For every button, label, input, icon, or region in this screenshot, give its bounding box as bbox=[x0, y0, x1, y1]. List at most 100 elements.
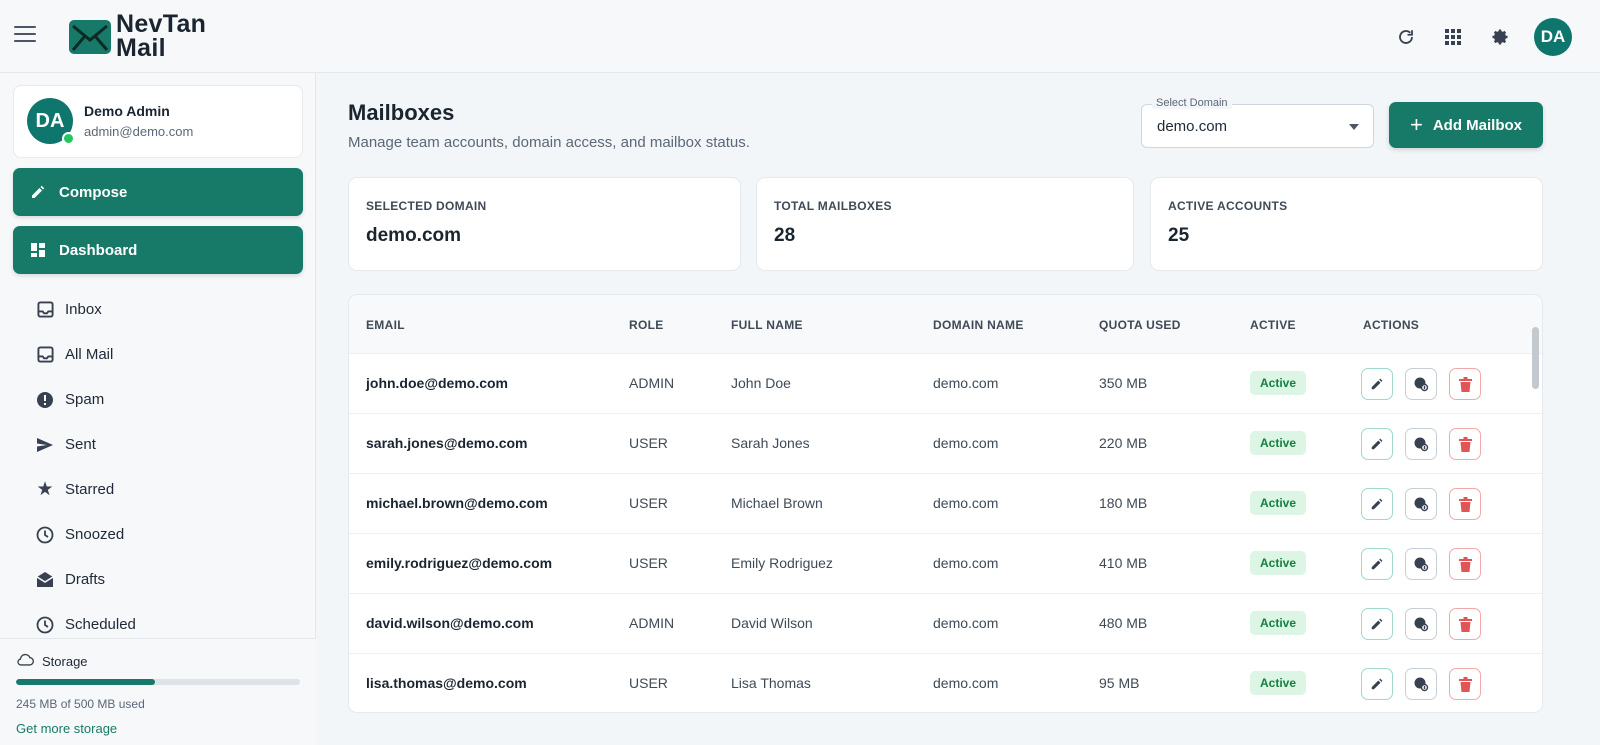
sidebar-item-scheduled[interactable]: Scheduled bbox=[0, 602, 316, 647]
column-header-actions: ACTIONS bbox=[1363, 318, 1420, 332]
storage-progress-fill bbox=[16, 679, 156, 685]
cell-role: USER bbox=[629, 555, 668, 571]
column-header-full-name[interactable]: FULL NAME bbox=[731, 318, 803, 332]
user-email: admin@demo.com bbox=[84, 124, 194, 139]
delete-button[interactable] bbox=[1449, 428, 1481, 460]
spam-icon bbox=[36, 391, 54, 409]
cell-email: sarah.jones@demo.com bbox=[366, 435, 528, 451]
key-reset-icon bbox=[1414, 377, 1429, 392]
reset-password-button[interactable] bbox=[1405, 368, 1437, 400]
cell-email: david.wilson@demo.com bbox=[366, 615, 534, 631]
pencil-icon bbox=[29, 183, 47, 201]
cell-email: michael.brown@demo.com bbox=[366, 495, 548, 511]
add-mailbox-button[interactable]: + Add Mailbox bbox=[1389, 102, 1543, 148]
dashboard-button[interactable]: Dashboard bbox=[13, 226, 303, 274]
storage-label: Storage bbox=[42, 653, 88, 669]
status-badge: Active bbox=[1250, 671, 1306, 695]
reset-password-button[interactable] bbox=[1405, 488, 1437, 520]
delete-button[interactable] bbox=[1449, 608, 1481, 640]
logo-line-2: Mail bbox=[116, 34, 166, 62]
trash-icon bbox=[1458, 676, 1472, 692]
delete-button[interactable] bbox=[1449, 368, 1481, 400]
status-badge: Active bbox=[1250, 611, 1306, 635]
sidebar-item-label: Snoozed bbox=[65, 526, 125, 543]
edit-button[interactable] bbox=[1361, 428, 1393, 460]
caret-down-icon bbox=[1349, 124, 1359, 130]
compose-button[interactable]: Compose bbox=[13, 168, 303, 216]
sidebar-item-sent[interactable]: Sent bbox=[0, 422, 316, 467]
get-more-storage-link[interactable]: Get more storage bbox=[16, 721, 118, 736]
trash-icon bbox=[1458, 616, 1472, 632]
schedule-icon bbox=[36, 616, 54, 634]
scrollbar-thumb[interactable] bbox=[1532, 327, 1539, 389]
table-row[interactable]: david.wilson@demo.com ADMIN David Wilson… bbox=[349, 594, 1542, 654]
cell-full-name: Michael Brown bbox=[731, 495, 823, 511]
table-scrollbar[interactable] bbox=[1530, 295, 1540, 712]
refresh-icon[interactable] bbox=[1394, 25, 1418, 49]
menu-icon[interactable] bbox=[14, 26, 36, 44]
storage-panel: Storage 245 MB of 500 MB used Get more s… bbox=[0, 638, 316, 745]
settings-gear-icon[interactable] bbox=[1488, 25, 1512, 49]
table-row[interactable]: michael.brown@demo.com USER Michael Brow… bbox=[349, 474, 1542, 534]
edit-button[interactable] bbox=[1361, 668, 1393, 700]
cell-domain: demo.com bbox=[933, 675, 999, 691]
cell-role: ADMIN bbox=[629, 375, 675, 391]
edit-button[interactable] bbox=[1361, 608, 1393, 640]
sidebar-item-starred[interactable]: ★ Starred bbox=[0, 467, 316, 512]
account-avatar[interactable]: DA bbox=[1534, 18, 1572, 56]
reset-password-button[interactable] bbox=[1405, 548, 1437, 580]
page-title: Mailboxes bbox=[348, 100, 455, 125]
reset-password-button[interactable] bbox=[1405, 668, 1437, 700]
pencil-icon bbox=[1371, 378, 1383, 390]
cell-quota: 480 MB bbox=[1099, 615, 1148, 631]
sidebar-item-snoozed[interactable]: Snoozed bbox=[0, 512, 316, 557]
stat-label: ACTIVE ACCOUNTS bbox=[1168, 199, 1288, 213]
star-icon: ★ bbox=[36, 478, 54, 500]
send-icon bbox=[36, 436, 54, 454]
sidebar-item-inbox[interactable]: Inbox bbox=[0, 287, 316, 332]
delete-button[interactable] bbox=[1449, 488, 1481, 520]
cell-full-name: David Wilson bbox=[731, 615, 813, 631]
reset-password-button[interactable] bbox=[1405, 428, 1437, 460]
edit-button[interactable] bbox=[1361, 368, 1393, 400]
table-row[interactable]: lisa.thomas@demo.com USER Lisa Thomas de… bbox=[349, 654, 1542, 712]
stat-label: TOTAL MAILBOXES bbox=[774, 199, 892, 213]
pencil-icon bbox=[1371, 678, 1383, 690]
sidebar-item-label: Scheduled bbox=[65, 616, 136, 633]
sidebar-item-drafts[interactable]: Drafts bbox=[0, 557, 316, 602]
table-row[interactable]: emily.rodriguez@demo.com USER Emily Rodr… bbox=[349, 534, 1542, 594]
apps-grid-icon[interactable] bbox=[1441, 25, 1465, 49]
column-header-domain-name[interactable]: DOMAIN NAME bbox=[933, 318, 1024, 332]
sidebar-item-all-mail[interactable]: All Mail bbox=[0, 332, 316, 377]
dashboard-icon bbox=[29, 241, 47, 259]
sidebar: DA Demo Admin admin@demo.com Compose Das… bbox=[0, 73, 316, 745]
online-status-indicator bbox=[62, 132, 75, 145]
pencil-icon bbox=[1371, 438, 1383, 450]
cell-role: USER bbox=[629, 495, 668, 511]
column-header-quota-used[interactable]: QUOTA USED bbox=[1099, 318, 1181, 332]
cell-domain: demo.com bbox=[933, 375, 999, 391]
user-name: Demo Admin bbox=[84, 103, 170, 119]
column-header-email[interactable]: EMAIL bbox=[366, 318, 405, 332]
domain-select[interactable]: Select Domain demo.com bbox=[1141, 97, 1374, 148]
key-reset-icon bbox=[1414, 617, 1429, 632]
stat-value: 28 bbox=[774, 225, 796, 246]
column-header-role[interactable]: ROLE bbox=[629, 318, 664, 332]
trash-icon bbox=[1458, 496, 1472, 512]
cell-domain: demo.com bbox=[933, 615, 999, 631]
cell-email: emily.rodriguez@demo.com bbox=[366, 555, 553, 571]
table-row[interactable]: sarah.jones@demo.com USER Sarah Jones de… bbox=[349, 414, 1542, 474]
table-row[interactable]: john.doe@demo.com ADMIN John Doe demo.co… bbox=[349, 354, 1542, 414]
edit-button[interactable] bbox=[1361, 488, 1393, 520]
stat-card-total-mailboxes: TOTAL MAILBOXES 28 bbox=[756, 177, 1134, 271]
delete-button[interactable] bbox=[1449, 548, 1481, 580]
delete-button[interactable] bbox=[1449, 668, 1481, 700]
cell-role: USER bbox=[629, 435, 668, 451]
stat-card-active-accounts: ACTIVE ACCOUNTS 25 bbox=[1150, 177, 1543, 271]
column-header-active[interactable]: ACTIVE bbox=[1250, 318, 1296, 332]
edit-button[interactable] bbox=[1361, 548, 1393, 580]
sidebar-item-spam[interactable]: Spam bbox=[0, 377, 316, 422]
cell-email: lisa.thomas@demo.com bbox=[366, 675, 527, 691]
add-mailbox-label: Add Mailbox bbox=[1432, 116, 1523, 134]
reset-password-button[interactable] bbox=[1405, 608, 1437, 640]
